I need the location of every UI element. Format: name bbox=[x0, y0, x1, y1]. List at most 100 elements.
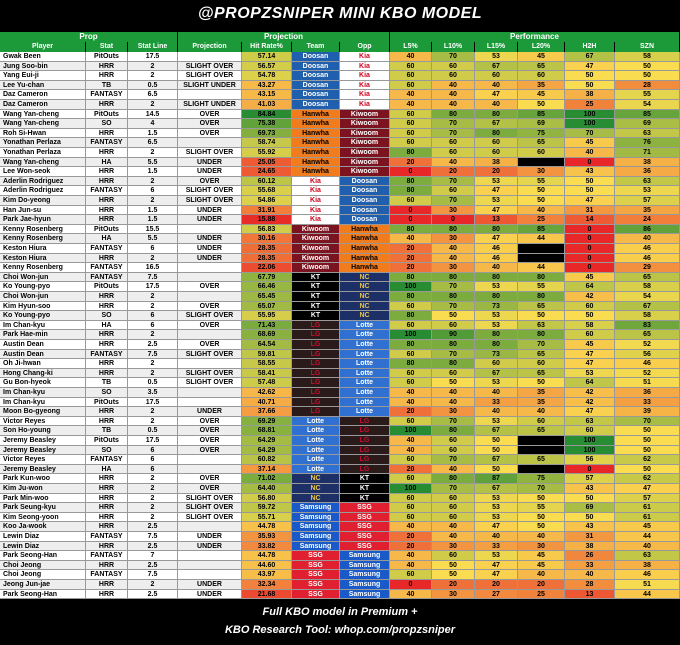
stat-cell: HRR bbox=[86, 301, 128, 312]
team-cell: NC bbox=[292, 493, 340, 504]
stat-cell: PitOuts bbox=[86, 397, 128, 408]
l15-cell: 80 bbox=[475, 292, 518, 302]
l10-cell: 40 bbox=[432, 522, 475, 532]
team-cell: LG bbox=[292, 368, 340, 379]
opponent-cell: KT bbox=[340, 484, 390, 494]
stat-line-cell: 2 bbox=[128, 100, 178, 110]
team-cell: Samsung bbox=[292, 512, 340, 523]
l20-cell: 65 bbox=[518, 61, 565, 72]
l20-cell: 50 bbox=[518, 186, 565, 196]
opponent-cell: Samsung bbox=[340, 560, 390, 571]
column-header: Player bbox=[0, 42, 86, 52]
stat-line-cell: 1.5 bbox=[128, 205, 178, 216]
l20-cell: 35 bbox=[518, 388, 565, 398]
l10-cell: 80 bbox=[432, 359, 475, 369]
stat-line-cell: 17.5 bbox=[128, 436, 178, 446]
opponent-cell: NC bbox=[340, 272, 390, 283]
h2h-cell: 50 bbox=[565, 512, 615, 523]
l5-cell: 60 bbox=[390, 455, 432, 465]
stat-line-cell: 2 bbox=[128, 292, 178, 302]
season-cell: 38 bbox=[615, 560, 680, 571]
hit-rate-cell: 58.41 bbox=[242, 368, 292, 379]
player-cell: Choi Won-jun bbox=[0, 292, 86, 302]
player-cell: Park Hae-min bbox=[0, 330, 86, 340]
h2h-cell: 50 bbox=[565, 71, 615, 81]
season-cell: 58 bbox=[615, 282, 680, 292]
h2h-cell: 100 bbox=[565, 445, 615, 456]
season-cell: 70 bbox=[615, 416, 680, 427]
l5-cell: 60 bbox=[390, 71, 432, 81]
hit-rate-cell: 58.74 bbox=[242, 138, 292, 148]
h2h-cell: 47 bbox=[565, 359, 615, 369]
player-cell: Lewin Diaz bbox=[0, 541, 86, 552]
season-cell: 24 bbox=[615, 215, 680, 225]
column-header: L15% bbox=[475, 42, 518, 52]
l5-cell: 60 bbox=[390, 61, 432, 72]
stat-cell: HRR bbox=[86, 407, 128, 417]
team-cell: Hanwha bbox=[292, 157, 340, 168]
l5-cell: 0 bbox=[390, 580, 432, 590]
season-cell: 62 bbox=[615, 455, 680, 465]
hit-rate-cell: 84.84 bbox=[242, 109, 292, 120]
l20-cell: 65 bbox=[518, 301, 565, 312]
h2h-cell: 60 bbox=[565, 301, 615, 312]
l20-cell: 50 bbox=[518, 493, 565, 504]
stat-line-cell: 2 bbox=[128, 196, 178, 206]
l15-cell: 67 bbox=[475, 368, 518, 379]
team-cell: NC bbox=[292, 474, 340, 484]
opponent-cell: Samsung bbox=[340, 551, 390, 561]
l15-cell: 46 bbox=[475, 244, 518, 254]
l10-cell: 40 bbox=[432, 388, 475, 398]
team-cell: Hanwha bbox=[292, 128, 340, 139]
l15-cell: 53 bbox=[475, 196, 518, 206]
stat-cell: PitOuts bbox=[86, 436, 128, 446]
l20-cell: 60 bbox=[518, 71, 565, 81]
projection-cell bbox=[178, 570, 242, 580]
l10-cell: 30 bbox=[432, 205, 475, 216]
l5-cell: 80 bbox=[390, 176, 432, 187]
season-cell: 86 bbox=[615, 224, 680, 235]
opponent-cell: Doosan bbox=[340, 215, 390, 225]
hit-rate-cell: 54.78 bbox=[242, 71, 292, 81]
h2h-cell: 43 bbox=[565, 522, 615, 532]
l20-cell: 50 bbox=[518, 100, 565, 110]
stat-cell: FANTASY bbox=[86, 551, 128, 561]
l20-cell: 80 bbox=[518, 292, 565, 302]
stat-cell: HRR bbox=[86, 560, 128, 571]
stat-cell: SO bbox=[86, 119, 128, 129]
l10-cell: 40 bbox=[432, 532, 475, 542]
player-cell: Wang Yan-cheng bbox=[0, 109, 86, 120]
l15-cell: 60 bbox=[475, 71, 518, 81]
hit-rate-cell: 22.06 bbox=[242, 263, 292, 273]
projection-cell bbox=[178, 522, 242, 532]
h2h-cell: 100 bbox=[565, 109, 615, 120]
projection-cell: SLIGHT UNDER bbox=[178, 80, 242, 91]
projection-cell: SLIGHT OVER bbox=[178, 61, 242, 72]
l5-cell: 60 bbox=[390, 368, 432, 379]
column-header: L20% bbox=[518, 42, 565, 52]
stat-line-cell: 4 bbox=[128, 119, 178, 129]
team-cell: Kiwoom bbox=[292, 234, 340, 244]
l10-cell: 60 bbox=[432, 436, 475, 446]
h2h-cell: 0 bbox=[565, 253, 615, 264]
stat-line-cell: 2.5 bbox=[128, 560, 178, 571]
hit-rate-cell: 55.95 bbox=[242, 311, 292, 321]
projection-cell: UNDER bbox=[178, 215, 242, 225]
l5-cell: 60 bbox=[390, 493, 432, 504]
l15-cell: 53 bbox=[475, 551, 518, 561]
projection-cell bbox=[178, 138, 242, 148]
l20-cell: 50 bbox=[518, 522, 565, 532]
stat-cell: HA bbox=[86, 320, 128, 331]
l15-cell: 80 bbox=[475, 109, 518, 120]
l10-cell: 70 bbox=[432, 349, 475, 360]
stat-line-cell: 5.5 bbox=[128, 157, 178, 168]
stat-cell: FANTASY bbox=[86, 186, 128, 196]
l15-cell: 53 bbox=[475, 378, 518, 388]
stat-cell: HRR bbox=[86, 253, 128, 264]
l20-cell: 45 bbox=[518, 560, 565, 571]
projection-cell bbox=[178, 560, 242, 571]
team-cell: LG bbox=[292, 359, 340, 369]
season-cell: 63 bbox=[615, 551, 680, 561]
group-header: Prop bbox=[0, 32, 178, 42]
stat-cell: HRR bbox=[86, 589, 128, 600]
